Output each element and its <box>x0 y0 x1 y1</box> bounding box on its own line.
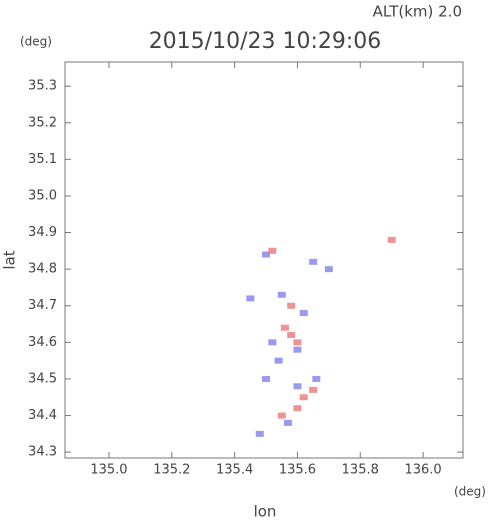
echo-cell <box>299 310 308 317</box>
echo-cell <box>293 383 302 390</box>
y-tick-label: 34.6 <box>28 335 57 350</box>
echo-cell <box>324 266 333 273</box>
y-tick-label: 34.7 <box>28 298 57 313</box>
x-label: lon <box>254 503 277 521</box>
echo-cell <box>274 357 283 364</box>
y-tick-label: 34.4 <box>28 408 57 423</box>
echo-cell <box>268 339 277 346</box>
echo-cell <box>287 332 296 339</box>
echo-cell <box>284 419 293 426</box>
y-tick-label: 34.8 <box>28 262 57 277</box>
echo-cell <box>387 236 396 243</box>
subtitle: ALT(km) 2.0 <box>373 3 462 21</box>
x-tick-label: 136.0 <box>404 463 441 478</box>
echo-cell <box>262 375 271 382</box>
echo-cell <box>277 412 286 419</box>
echo-cell <box>255 430 264 437</box>
x-tick-label: 135.2 <box>153 463 190 478</box>
echo-cell <box>280 324 289 331</box>
echo-cell <box>287 302 296 309</box>
chart-title: 2015/10/23 10:29:06 <box>149 29 382 54</box>
echo-cell <box>299 394 308 401</box>
x-tick-label: 135.8 <box>342 463 379 478</box>
y-tick-label: 35.2 <box>28 115 57 130</box>
echo-cell <box>277 291 286 298</box>
echo-cell <box>293 346 302 353</box>
echo-cell <box>293 405 302 412</box>
echo-cell <box>312 375 321 382</box>
y-tick-label: 35.1 <box>28 152 57 167</box>
echo-cell <box>246 295 255 302</box>
y-tick-label: 35.0 <box>28 188 57 203</box>
echo-cell <box>309 258 318 265</box>
x-tick-label: 135.6 <box>279 463 316 478</box>
y-tick-label: 34.9 <box>28 225 57 240</box>
y-tick-label: 34.5 <box>28 371 57 386</box>
x-tick-label: 135.0 <box>90 463 127 478</box>
y-tick-label: 35.3 <box>28 79 57 94</box>
y-tick-label: 34.3 <box>28 445 57 460</box>
echo-cell <box>262 251 271 258</box>
echo-cell <box>309 386 318 393</box>
echo-cell <box>293 339 302 346</box>
y-unit: (deg) <box>20 35 52 49</box>
plot-frame <box>64 61 464 459</box>
x-unit: (deg) <box>454 485 486 499</box>
y-label: lat <box>1 250 19 269</box>
echo-cell <box>268 247 277 254</box>
x-tick-label: 135.4 <box>216 463 253 478</box>
